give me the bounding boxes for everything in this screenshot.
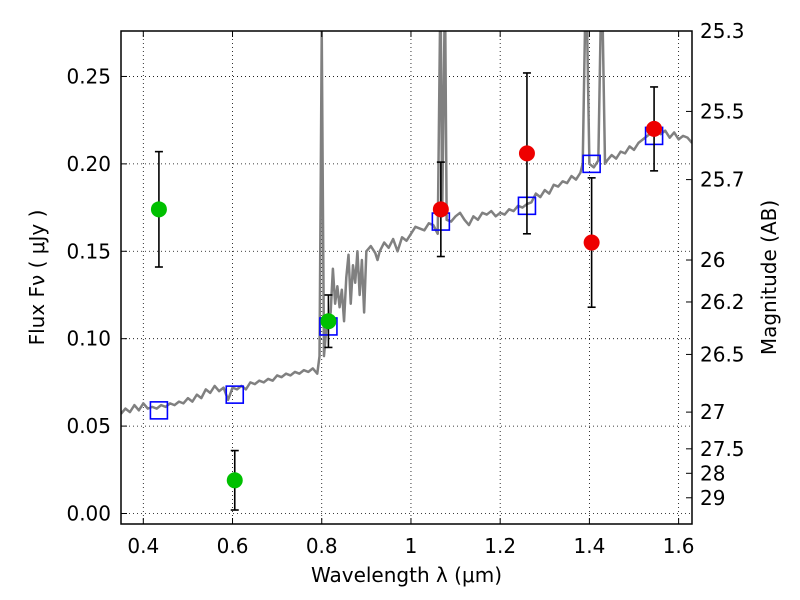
photometry-point: [583, 234, 600, 251]
y2-tick-label: 26.2: [700, 290, 745, 314]
y2-tick-label: 26: [700, 248, 725, 272]
x-tick-label: 1.6: [663, 534, 695, 558]
y2-tick-label: 25.7: [700, 168, 745, 192]
y2-tick-label: 28: [700, 461, 725, 485]
y-tick-label: 0.05: [66, 414, 111, 438]
marker-layer: [149, 72, 664, 511]
y-tick-label: 0.00: [66, 502, 111, 526]
photometry-point: [320, 313, 337, 330]
model-square-marker: [582, 154, 601, 174]
model-square-marker: [225, 385, 245, 404]
x-tick-label: 1: [405, 534, 418, 558]
photometry-point: [432, 201, 449, 218]
y2-tick-label: 25.5: [700, 99, 745, 123]
y2-tick-label: 26.5: [700, 342, 745, 366]
y2-tick-label: 27: [700, 400, 725, 424]
spectrum-layer: [121, 31, 692, 415]
x-axis-title: Wavelength λ (μm): [311, 563, 502, 587]
y-tick-label: 0.25: [66, 64, 111, 88]
y2-tick-label: 27.5: [700, 437, 745, 461]
photometry-point: [646, 120, 663, 137]
model-square-marker: [149, 401, 169, 420]
spectrum-line: [121, 31, 692, 415]
y-tick-label: 0.15: [66, 239, 111, 263]
grid: [121, 31, 692, 524]
axis-layer: 0.4 0.6 0.8 1 1.2 1.4 1.6 0.00 0.05 0.10 0.15 0.20 0…: [66, 19, 744, 558]
y-tick-label: 0.10: [66, 327, 111, 351]
y2-axis-title: Magnitude (AB): [757, 200, 781, 355]
x-tick-label: 0.4: [127, 534, 159, 558]
photometry-point: [518, 145, 535, 162]
y-axis-title: Flux Fν ( μJy ): [25, 210, 49, 346]
y2-tick-label: 29: [700, 486, 725, 510]
y-tick-label: 0.20: [66, 152, 111, 176]
x-tick-label: 0.8: [306, 534, 338, 558]
x-tick-label: 0.6: [217, 534, 249, 558]
photometry-point: [226, 472, 243, 489]
photometry-point: [150, 201, 167, 218]
x-tick-label: 1.4: [573, 534, 605, 558]
y2-tick-label: 25.3: [700, 19, 745, 43]
plot-frame: [120, 30, 693, 525]
x-tick-label: 1.2: [484, 534, 516, 558]
